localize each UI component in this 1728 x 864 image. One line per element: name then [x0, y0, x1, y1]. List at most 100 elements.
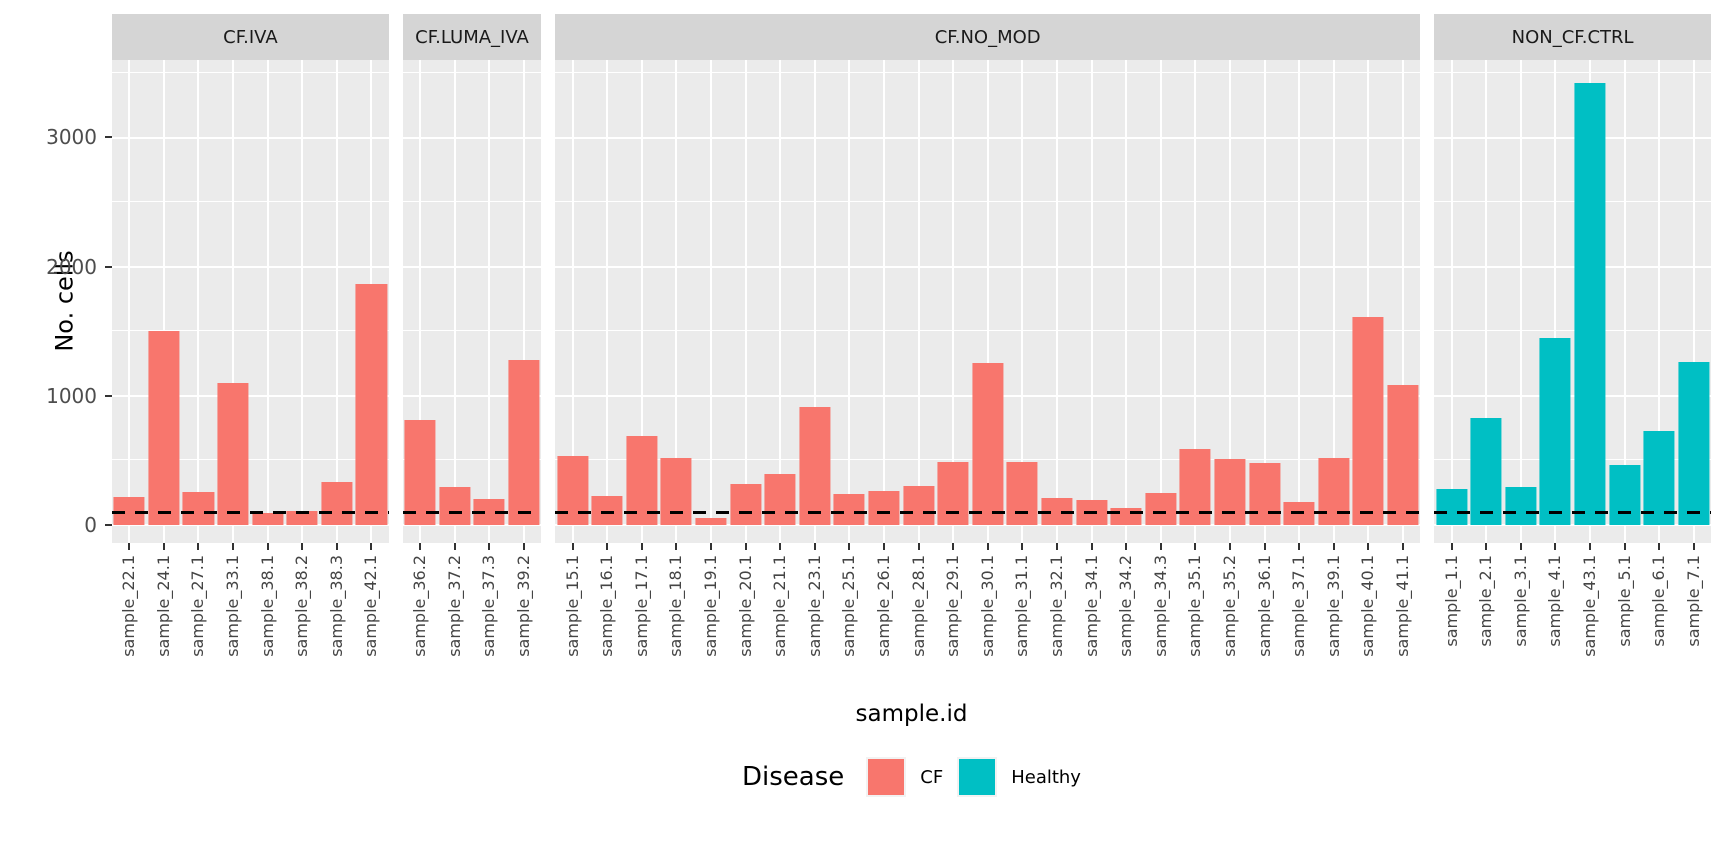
x-tick-label: sample_34.2: [1116, 555, 1136, 657]
x-tick-mark: [1692, 543, 1695, 550]
x-tick-mark: [1401, 543, 1404, 550]
bar-sample_40.1: [1352, 317, 1384, 525]
facet-panel: [112, 60, 389, 543]
gridline-major: [402, 136, 542, 139]
x-tick-label: sample_42.1: [361, 555, 381, 657]
x-tick-label: sample_33.1: [223, 555, 243, 657]
x-tick-mark: [1159, 543, 1162, 550]
gridline-vertical: [1367, 60, 1370, 543]
bar-sample_33.1: [217, 382, 249, 525]
x-tick-label: sample_39.2: [513, 555, 533, 657]
y-tick-mark: [105, 136, 112, 139]
bar-sample_42.1: [355, 284, 388, 525]
bar-sample_16.1: [591, 495, 623, 525]
gridline-minor: [112, 71, 389, 73]
facet-NON_CF.CTRL: NON_CF.CTRL sample_1.1 sample_2.1 sample_3.…: [1434, 14, 1711, 695]
y-axis: No. cells 0 1000 2000 3000: [0, 14, 112, 543]
x-tick-mark: [848, 543, 851, 550]
gridline-vertical: [1090, 60, 1093, 543]
gridline-major: [112, 265, 389, 268]
bar-sample_36.1: [1248, 462, 1281, 525]
legend: Disease CF Healthy: [112, 757, 1711, 797]
y-tick-mark: [105, 265, 112, 268]
gridline-vertical: [986, 60, 989, 543]
gridline-vertical: [709, 60, 712, 543]
x-tick-label: sample_2.1: [1476, 555, 1496, 647]
bar-sample_4.1: [1539, 338, 1571, 525]
y-tick-label: 3000: [46, 125, 97, 150]
x-tick-label: sample_37.2: [444, 555, 464, 657]
gridline-vertical: [1298, 60, 1301, 543]
gridline-minor: [112, 459, 389, 461]
x-tick-mark: [606, 543, 609, 550]
x-tick-mark: [1367, 543, 1370, 550]
healthy-color-swatch: [957, 757, 998, 797]
x-tick-mark: [1485, 543, 1488, 550]
x-tick-label: sample_26.1: [873, 555, 893, 657]
bar-sample_39.2: [508, 359, 540, 525]
gridline-minor: [1434, 330, 1711, 332]
x-tick-label: sample_27.1: [188, 555, 208, 657]
x-tick-label: sample_37.1: [1289, 555, 1309, 657]
x-tick-mark: [640, 543, 643, 550]
x-tick-mark: [675, 543, 678, 550]
x-tick-mark: [1332, 543, 1335, 550]
gridline-major: [1434, 265, 1711, 268]
x-tick-label: sample_30.1: [977, 555, 997, 657]
gridline-vertical: [1228, 60, 1231, 543]
bar-sample_7.1: [1678, 361, 1710, 525]
gridline-vertical: [1623, 60, 1626, 543]
gridline-minor: [402, 330, 542, 332]
gridline-vertical: [1021, 60, 1024, 543]
gridline-vertical: [606, 60, 609, 543]
x-tick-label: sample_17.1: [631, 555, 651, 657]
x-tick-label: sample_32.1: [1046, 555, 1066, 657]
gridline-vertical: [1692, 60, 1695, 543]
facet-panel: [1434, 60, 1711, 543]
x-tick-label: sample_15.1: [562, 555, 582, 657]
cf-color-swatch: [866, 757, 907, 797]
bar-sample_5.1: [1608, 464, 1641, 525]
x-tick-mark: [1055, 543, 1058, 550]
x-axis-labels: sample_36.2 sample_37.2 sample_37.3 sample_…: [403, 543, 541, 695]
gridline-minor: [112, 330, 389, 332]
bar-sample_30.1: [972, 362, 1004, 525]
plot-row: No. cells 0 1000 2000 3000 CF.IVA sample_22.…: [0, 14, 1711, 695]
gridline-vertical: [453, 60, 456, 543]
gridline-vertical: [1194, 60, 1197, 543]
x-tick-mark: [419, 543, 422, 550]
x-tick-mark: [232, 543, 235, 550]
gridline-major: [1434, 136, 1711, 139]
x-tick-mark: [266, 543, 269, 550]
x-axis-title-row: sample.id: [112, 695, 1711, 727]
x-tick-label: sample_34.1: [1081, 555, 1101, 657]
bar-sample_2.1: [1470, 417, 1502, 525]
bar-sample_24.1: [148, 331, 180, 525]
x-tick-mark: [986, 543, 989, 550]
bar-sample_15.1: [556, 455, 589, 525]
gridline-vertical: [335, 60, 338, 543]
facet-strip: CF.LUMA_IVA: [402, 14, 542, 60]
facet-strip: CF.NO_MOD: [555, 14, 1421, 60]
gridline-vertical: [266, 60, 269, 543]
gridline-vertical: [1485, 60, 1488, 543]
legend-item-cf: CF: [866, 757, 943, 797]
bar-sample_35.2: [1214, 459, 1246, 525]
x-tick-label: sample_16.1: [597, 555, 617, 657]
x-tick-mark: [952, 543, 955, 550]
facet-strip: CF.IVA: [112, 14, 389, 60]
x-tick-mark: [779, 543, 782, 550]
x-tick-mark: [301, 543, 304, 550]
bar-sample_41.1: [1387, 384, 1419, 525]
gridline-minor: [1434, 71, 1711, 73]
x-tick-label: sample_43.1: [1579, 555, 1599, 657]
bar-sample_6.1: [1643, 431, 1675, 525]
x-tick-label: sample_38.2: [292, 555, 312, 657]
x-tick-mark: [1021, 543, 1024, 550]
gridline-vertical: [1519, 60, 1522, 543]
x-tick-mark: [571, 543, 574, 550]
legend-item-healthy: Healthy: [957, 757, 1081, 797]
x-tick-label: sample_39.1: [1323, 555, 1343, 657]
facet-strip-label: CF.NO_MOD: [934, 26, 1041, 48]
